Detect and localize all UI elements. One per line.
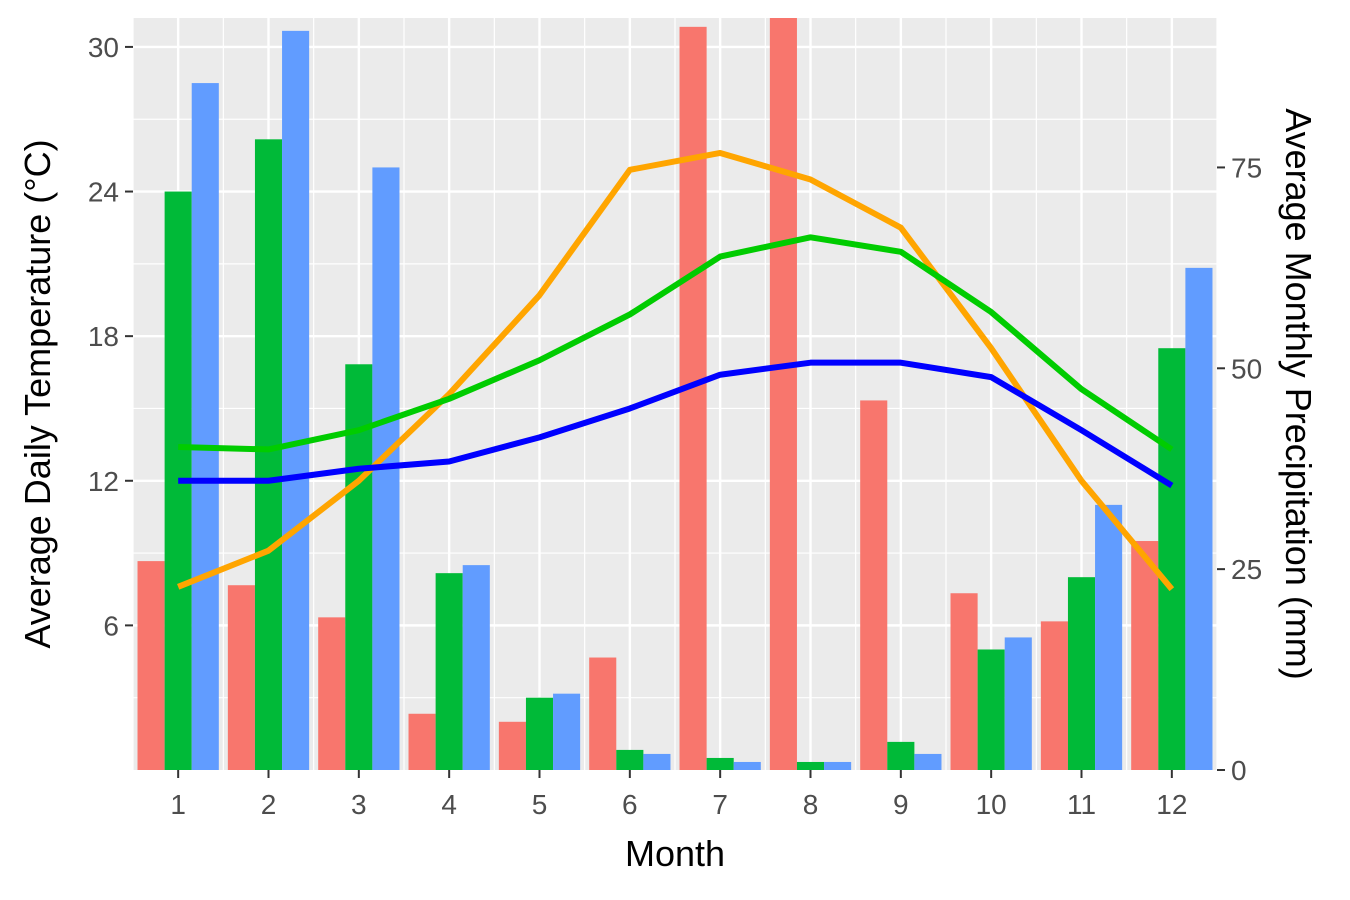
bar xyxy=(525,697,554,770)
bar xyxy=(462,565,490,770)
right-tick-label: 25 xyxy=(1231,554,1262,585)
bar xyxy=(733,761,761,770)
x-tick-label: 4 xyxy=(441,789,457,820)
bar xyxy=(950,593,978,770)
x-tick-label: 7 xyxy=(712,789,728,820)
bar xyxy=(498,721,526,770)
left-tick-label: 6 xyxy=(103,610,119,641)
bar xyxy=(887,741,915,770)
bar xyxy=(191,83,219,771)
bar xyxy=(860,400,888,770)
bar xyxy=(1040,621,1068,770)
bar xyxy=(914,753,942,770)
x-tick-label: 1 xyxy=(170,789,186,820)
bar xyxy=(706,757,734,770)
left-tick-label: 24 xyxy=(88,177,119,208)
bar xyxy=(1067,577,1096,770)
bar xyxy=(796,761,825,770)
right-axis: 0 25 50 75 xyxy=(1217,152,1262,786)
bar xyxy=(1158,348,1186,770)
bar xyxy=(589,657,617,770)
x-tick-label: 11 xyxy=(1067,789,1096,820)
right-axis-title: Average Monthly Precipitation (mm) xyxy=(1278,108,1319,680)
bar xyxy=(282,30,310,771)
x-tick-label: 5 xyxy=(532,789,548,820)
series-line xyxy=(178,359,1174,489)
left-tick-label: 12 xyxy=(88,466,119,497)
bar xyxy=(1004,637,1032,770)
bar xyxy=(435,573,463,770)
lines xyxy=(177,149,1175,592)
x-tick-label: 9 xyxy=(893,789,909,820)
left-tick-label: 18 xyxy=(88,321,119,352)
bar xyxy=(824,761,852,770)
bar xyxy=(679,26,707,771)
bar xyxy=(137,561,165,770)
bars xyxy=(137,18,1213,771)
x-axis: 1 2 3 4 5 6 7 8 9 10 11 12 xyxy=(170,770,1187,820)
series-line xyxy=(177,149,1175,592)
bar xyxy=(1095,504,1123,770)
x-tick-label: 10 xyxy=(976,789,1007,820)
bar xyxy=(977,649,1005,770)
bar xyxy=(1131,541,1159,770)
bar xyxy=(553,693,581,770)
bar xyxy=(769,18,797,770)
right-tick-label: 50 xyxy=(1231,353,1262,384)
bar xyxy=(318,617,346,770)
x-tick-label: 6 xyxy=(622,789,638,820)
bar xyxy=(254,139,283,771)
bar xyxy=(227,585,255,770)
series-line xyxy=(178,234,1174,453)
bar xyxy=(408,713,436,770)
right-tick-label: 75 xyxy=(1231,152,1262,183)
x-tick-label: 3 xyxy=(351,789,367,820)
bar xyxy=(1185,267,1213,770)
bar xyxy=(643,753,671,770)
bar xyxy=(616,749,644,770)
left-axis: 6 12 18 24 30 xyxy=(88,32,133,641)
x-axis-title: Month xyxy=(625,833,725,874)
left-axis-title: Average Daily Temperature (°C) xyxy=(17,139,58,648)
x-tick-label: 2 xyxy=(261,789,277,820)
x-tick-label: 12 xyxy=(1156,789,1187,820)
x-tick-label: 8 xyxy=(803,789,819,820)
right-tick-label: 0 xyxy=(1231,755,1247,786)
left-tick-label: 30 xyxy=(88,32,119,63)
